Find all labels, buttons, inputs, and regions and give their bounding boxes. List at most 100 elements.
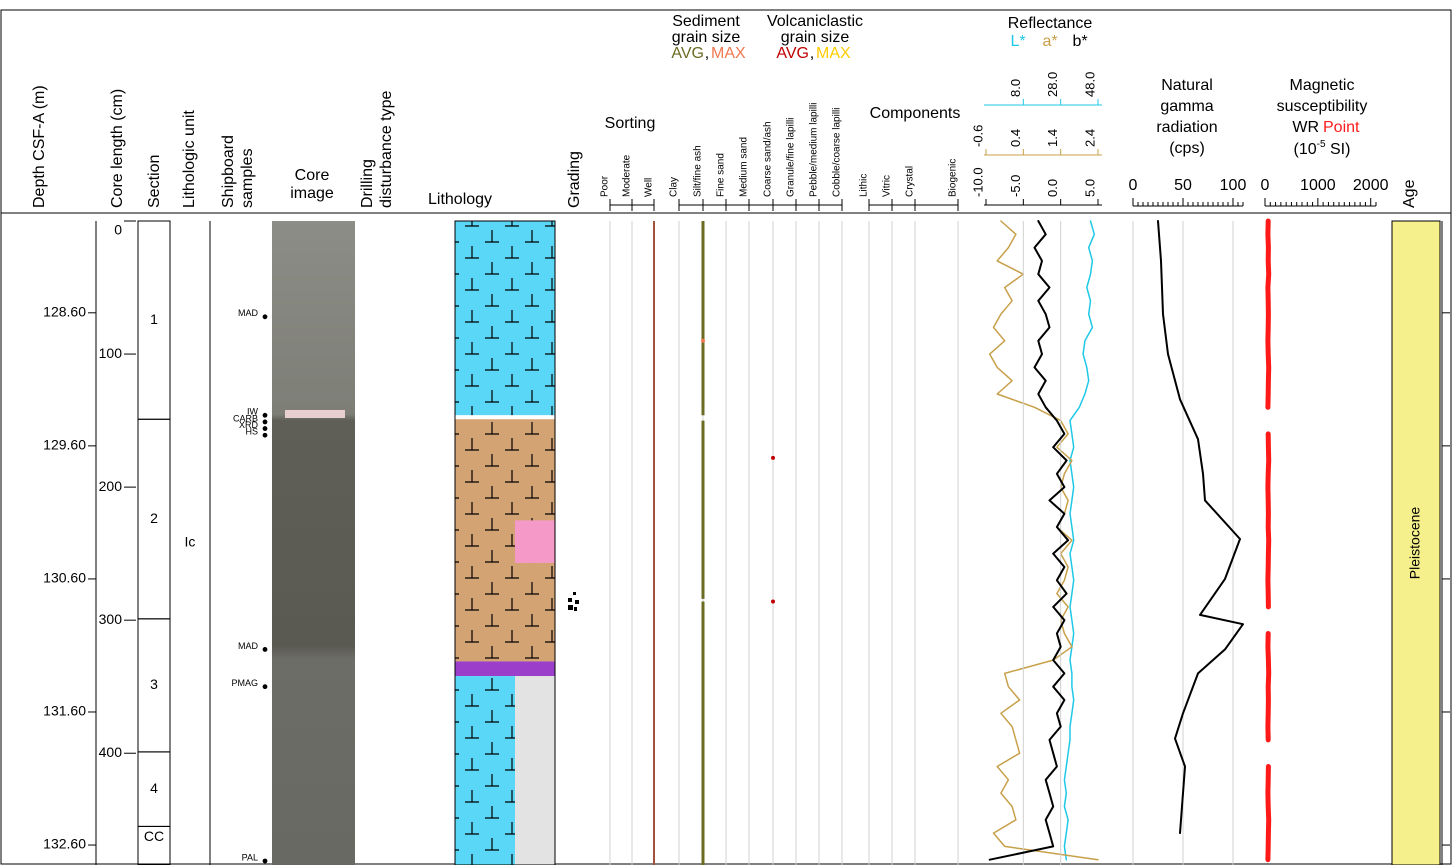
drilling-label: Drilling [359,159,376,208]
reflectance-tick-label: 28.0 [1045,72,1060,97]
ms-tick-label: 1000 [1300,177,1336,194]
reflectance-legend: a* [1042,33,1057,50]
lithologic-unit-name: Ic [185,534,196,550]
ngr-title: Natural [1161,77,1213,94]
components-label: Components [870,105,961,122]
section-label: Section [146,155,163,208]
sample-name: MAD [238,308,259,318]
lithology-minor-interval [515,520,555,563]
sample-name: CARB [233,413,258,423]
section-name: 3 [150,676,158,692]
reflectance-tick-label: 2.4 [1082,129,1097,147]
section-name: 1 [150,311,158,327]
core-image-label: Core [295,167,330,184]
sediment-title: grain size [672,29,741,46]
sample-name: XRD [239,420,259,430]
grain-legend: MAX [711,45,746,62]
lithology-interval [455,415,555,420]
ms-tick-label: 2000 [1353,177,1389,194]
core-length-tick-label: 400 [99,744,123,760]
grain-class: Pebble/medium lapilli [809,103,820,198]
depth-tick-label: 130.60 [43,570,86,586]
volcanic-avg [771,455,775,460]
component-class: Lithic [859,174,870,197]
age-interval [1391,220,1441,865]
lithology-label: Lithology [428,191,492,208]
sorting-class: Poor [600,175,611,197]
reflectance-tick-label: 0.4 [1008,129,1023,147]
reflectance-title: Reflectance [1008,15,1093,32]
samples-label: samples [239,148,256,208]
grading-label: Grading [566,151,583,208]
depth-tick-label: 132.60 [43,836,86,852]
grain-legend: AVG [776,45,809,62]
ms-point: Point [1323,119,1360,136]
sample-name: PMAG [231,678,258,688]
core-image-label: image [290,185,334,202]
core-length-tick-label: 0 [114,222,122,238]
sample-dot [262,314,268,320]
section-name: CC [144,828,164,844]
volcanic-title: grain size [781,29,850,46]
component-class: Crystal [905,166,916,197]
depth-tick-label: 128.60 [43,304,86,320]
core-image-label [285,410,345,418]
core-length-tick-label: 200 [99,478,123,494]
reflectance-curve [988,220,1070,861]
reflectance-tick-label: 1.4 [1045,129,1060,147]
ngr-tick-label: 0 [1129,177,1138,194]
ms-unit-part: (10 [1294,141,1317,158]
samples-label: Shipboard [220,135,237,208]
sample-dot [262,684,268,690]
ngr-title: radiation [1156,119,1217,136]
grain-class: Clay [669,177,680,197]
depth-tick-label: 131.60 [43,703,86,719]
ms-unit-part: -5 [1317,139,1326,150]
grain-class: Cobble/coarse lapilli [832,108,843,198]
depth-tick-label: 129.60 [43,437,86,453]
grain-class: Fine sand [716,153,727,197]
lithologic-unit-label: Lithologic unit [181,110,198,208]
ms-wr: WR [1292,119,1319,136]
reflectance-tick-label: 0.0 [1045,179,1060,197]
ngr-tick-label: 100 [1220,177,1247,194]
sorting-class: Well [644,178,655,197]
age-label: Age [1401,179,1418,208]
reflectance-tick-label: -10.0 [970,167,985,197]
sample-name: PAL [242,852,258,862]
reflectance-tick-label: 5.0 [1082,179,1097,197]
reflectance-tick-label: 48.0 [1082,72,1097,97]
sample-dot [262,426,268,431]
lithology-interval [455,661,555,677]
ngr-tick-label: 50 [1174,177,1192,194]
depth-label: Depth CSF-A (m) [31,85,48,208]
grain-legend: MAX [816,45,851,62]
ms-tick-label: 0 [1261,177,1270,194]
sample-name: MAD [238,641,259,651]
component-class: Biogenic [948,159,959,197]
ngr-title: gamma [1160,98,1213,115]
sample-dot [262,647,268,652]
lithology-pattern [455,221,555,416]
core-length-tick-label: 300 [99,611,123,627]
reflectance-curve [1063,220,1096,861]
ngr-title: (cps) [1169,140,1205,157]
volcanic-title: Volcaniclastic [767,13,863,30]
sorting-label: Sorting [605,115,656,132]
section-name: 4 [150,780,158,796]
sample-name: HS [245,427,258,437]
reflectance-legend: L* [1010,33,1025,50]
grading-symbol [568,592,579,611]
sample-name: IW [247,407,259,417]
grain-size-max [701,338,705,343]
grain-class: Coarse sand/ash [763,121,774,197]
reflectance-curve [988,220,1099,861]
ms-unit-part: SI) [1326,141,1351,158]
grain-class: Granule/fine lapilli [786,118,797,198]
grain-legend-separator: , [810,45,814,62]
sample-dot [262,432,268,438]
grain-class: Medium sand [739,137,750,197]
volcanic-avg [771,599,775,604]
ngr-curve [1157,220,1244,835]
